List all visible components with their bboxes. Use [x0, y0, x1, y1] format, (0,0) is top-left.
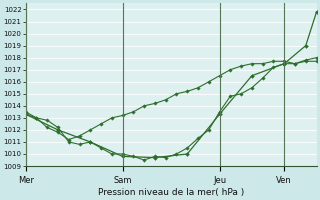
X-axis label: Pression niveau de la mer( hPa ): Pression niveau de la mer( hPa )	[98, 188, 244, 197]
